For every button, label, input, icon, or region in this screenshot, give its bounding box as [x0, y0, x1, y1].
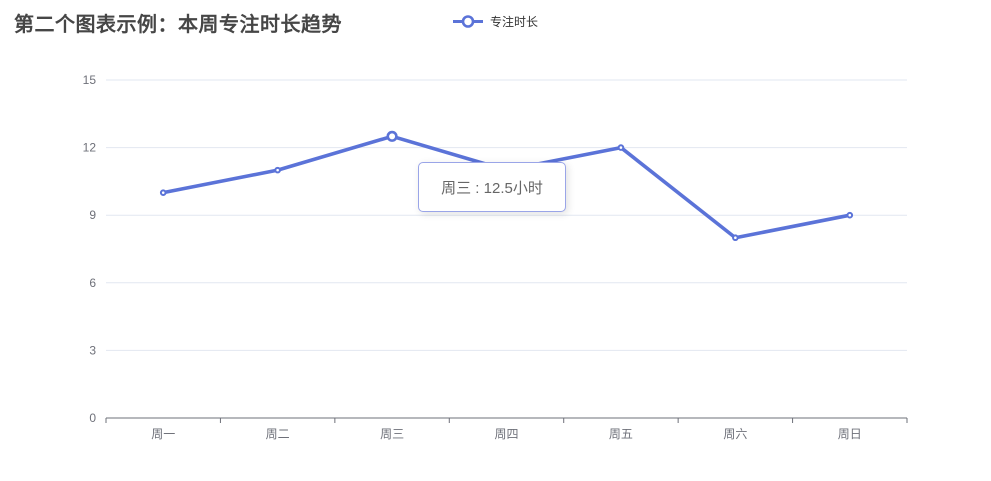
x-axis-label: 周二 — [266, 427, 290, 441]
data-point[interactable] — [159, 189, 167, 196]
data-point[interactable] — [617, 144, 625, 151]
x-axis-label: 周日 — [838, 427, 862, 441]
x-axis-label: 周五 — [609, 427, 633, 441]
legend-item[interactable]: 专注时长 — [452, 13, 538, 30]
y-axis-label: 12 — [83, 141, 97, 155]
x-axis-label: 周六 — [723, 427, 747, 441]
line-series-icon — [453, 15, 483, 28]
y-axis-label: 6 — [89, 276, 96, 290]
chart-title: 第二个图表示例：本周专注时长趋势 — [14, 14, 342, 36]
series-line — [161, 134, 852, 240]
y-axis-label: 9 — [89, 208, 96, 222]
y-axis-label: 3 — [89, 343, 96, 357]
y-axis-label: 0 — [89, 411, 96, 425]
x-axis-label: 周一 — [151, 427, 175, 441]
data-point[interactable] — [846, 211, 854, 219]
legend-item-label: 专注时长 — [490, 15, 539, 29]
data-point[interactable] — [503, 166, 510, 174]
y-axis-label: 15 — [83, 73, 97, 87]
legend: 专注时长 — [452, 13, 538, 30]
x-axis-label: 周三 — [380, 427, 404, 441]
data-point-highlighted[interactable] — [386, 130, 398, 142]
x-axis-label: 周四 — [494, 427, 518, 441]
data-point[interactable] — [274, 166, 281, 174]
data-point[interactable] — [732, 234, 739, 242]
